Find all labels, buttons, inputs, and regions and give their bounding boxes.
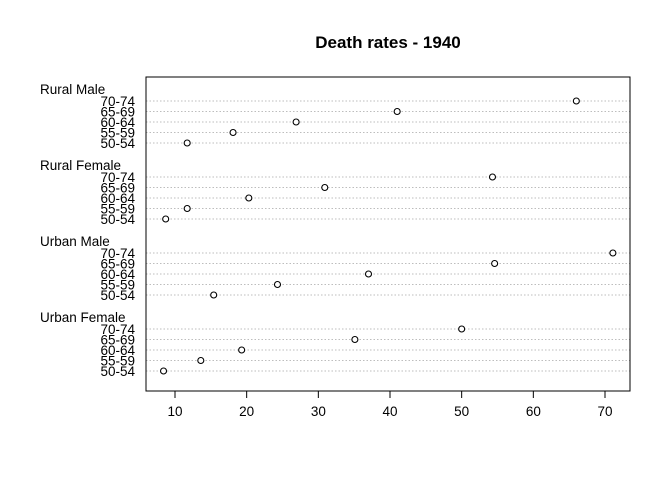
category-label: 65-69 [100, 257, 135, 272]
data-point [245, 194, 253, 202]
category-label: 65-69 [100, 181, 135, 196]
x-axis: 10 20 30 40 50 60 70 [167, 391, 613, 419]
category-label: 70-74 [100, 322, 135, 337]
data-point [572, 97, 580, 105]
data-point [183, 139, 191, 147]
category-label: 50-54 [100, 288, 135, 303]
data-point [458, 325, 466, 333]
data-point [351, 335, 359, 344]
category-labels: Rural Male70-7465-6960-6455-5950-54Rural… [40, 82, 135, 379]
category-label: 65-69 [100, 105, 135, 120]
category-label: 70-74 [100, 94, 135, 109]
category-label: 55-59 [100, 278, 135, 293]
category-label: 70-74 [100, 170, 135, 185]
data-point [183, 204, 191, 213]
data-point [364, 270, 373, 278]
category-label: 60-64 [100, 191, 135, 206]
group-label: Rural Male [40, 82, 105, 97]
data-point [159, 367, 168, 375]
data-point [491, 259, 499, 268]
data-point [197, 356, 205, 365]
x-tick-label: 50 [454, 404, 469, 419]
gridlines [146, 100, 630, 372]
x-tick-label: 60 [526, 404, 541, 419]
category-label: 60-64 [100, 343, 135, 358]
data-point [321, 183, 329, 192]
data-point [210, 291, 218, 299]
chart-title: Death rates - 1940 [315, 33, 461, 52]
data-points [159, 97, 617, 375]
x-tick-label: 10 [167, 404, 182, 419]
x-tick-label: 40 [382, 404, 397, 419]
data-point [609, 249, 617, 257]
x-tick-label: 30 [311, 404, 326, 419]
data-point [292, 118, 300, 126]
x-tick-label: 20 [239, 404, 254, 419]
category-label: 55-59 [100, 354, 135, 369]
data-point [273, 280, 282, 289]
category-label: 50-54 [100, 212, 135, 227]
data-point [229, 128, 237, 137]
group-label: Urban Female [40, 310, 126, 325]
category-label: 60-64 [100, 115, 135, 130]
data-point [393, 107, 401, 116]
group-label: Rural Female [40, 158, 121, 173]
x-tick-label: 70 [597, 404, 612, 419]
category-label: 65-69 [100, 333, 135, 348]
category-label: 55-59 [100, 202, 135, 217]
category-label: 55-59 [100, 126, 135, 141]
data-point [162, 215, 170, 223]
category-label: 60-64 [100, 267, 135, 282]
plot-frame [145, 76, 631, 392]
data-point [488, 173, 497, 181]
category-label: 70-74 [100, 246, 135, 261]
group-label: Urban Male [40, 234, 110, 249]
data-point [238, 346, 246, 354]
category-label: 50-54 [100, 364, 135, 379]
category-label: 50-54 [100, 136, 135, 151]
